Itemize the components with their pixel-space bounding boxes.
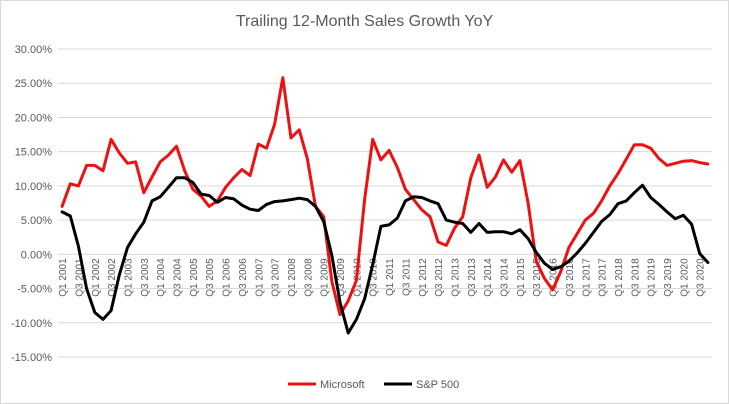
y-tick-label: 25.00% [15,78,53,90]
y-tick-label: 15.00% [15,147,53,159]
x-tick-label: Q1 2003 [123,258,134,297]
x-tick-label: Q1 2005 [189,258,200,297]
series-layer [60,76,710,335]
y-tick-label: 30.00% [15,44,53,56]
x-tick-label: Q3 2005 [205,258,216,297]
y-tick-label: -5.00% [17,284,52,296]
y-tick-label: 20.00% [15,112,53,124]
x-tick-label: Q1 2015 [516,258,527,297]
x-tick-label: Q1 2006 [222,258,233,297]
x-tick-label: Q3 2010 [369,258,380,297]
x-tick-label: Q3 2001 [74,258,85,297]
y-tick-label: -10.00% [11,318,52,330]
x-tick-label: Q3 2002 [107,258,118,297]
x-tick-label: Q1 2013 [450,258,461,297]
legend: Microsoft S&P 500 [288,379,459,391]
x-tick-label: Q1 2018 [614,258,625,297]
series-line-microsoft [60,76,710,317]
legend-label: Microsoft [320,379,365,391]
x-tick-label: Q3 2018 [630,258,641,297]
x-tick-label: Q3 2020 [696,258,707,297]
x-tick-label: Q1 2011 [385,258,396,296]
x-tick-label: Q3 2003 [140,258,151,297]
x-tick-label: Q1 2019 [647,258,658,297]
x-tick-label: Q1 2007 [254,258,265,297]
x-tick-label: Q1 2020 [679,258,690,297]
x-tick-label: Q3 2006 [238,258,249,297]
y-axis-ticks: 30.00% 25.00% 20.00% 15.00% 10.00% 5.00% 0.00%… [11,44,52,364]
x-tick-label: Q3 2011 [401,258,412,296]
x-tick-label: Q3 2008 [303,258,314,297]
x-tick-label: Q3 2007 [271,258,282,297]
x-tick-label: Q1 2014 [483,258,494,297]
x-tick-label: Q1 2017 [581,258,592,297]
x-tick-label: Q3 2019 [663,258,674,297]
x-tick-label: Q1 2008 [287,258,298,297]
x-tick-label: Q1 2001 [58,258,69,297]
x-tick-label: Q3 2009 [336,258,347,297]
x-axis-ticks: Q1 2001 Q3 2001 Q1 2002 Q3 2002 Q1 2003 Q3 20… [58,258,707,297]
y-tick-label: 0.00% [21,249,52,261]
x-tick-label: Q1 2016 [549,258,560,297]
legend-label: S&P 500 [416,379,459,391]
x-tick-label: Q1 2009 [320,258,331,297]
x-tick-label: Q1 2002 [91,258,102,297]
chart-title: Trailing 12-Month Sales Growth YoY [236,13,494,30]
x-tick-label: Q3 2015 [532,258,543,297]
x-tick-label: Q3 2016 [565,258,576,297]
series-line-sp500 [60,176,710,335]
y-tick-label: 10.00% [15,181,53,193]
x-tick-label: Q3 2013 [467,258,478,297]
x-tick-label: Q1 2004 [156,258,167,297]
x-tick-label: Q1 2012 [418,258,429,297]
x-tick-label: Q3 2014 [500,258,511,297]
y-tick-label: -15.00% [11,352,52,364]
x-tick-label: Q3 2017 [598,258,609,297]
y-tick-label: 5.00% [21,215,52,227]
x-tick-label: Q3 2004 [173,258,184,297]
x-tick-label: Q3 2012 [434,258,445,297]
